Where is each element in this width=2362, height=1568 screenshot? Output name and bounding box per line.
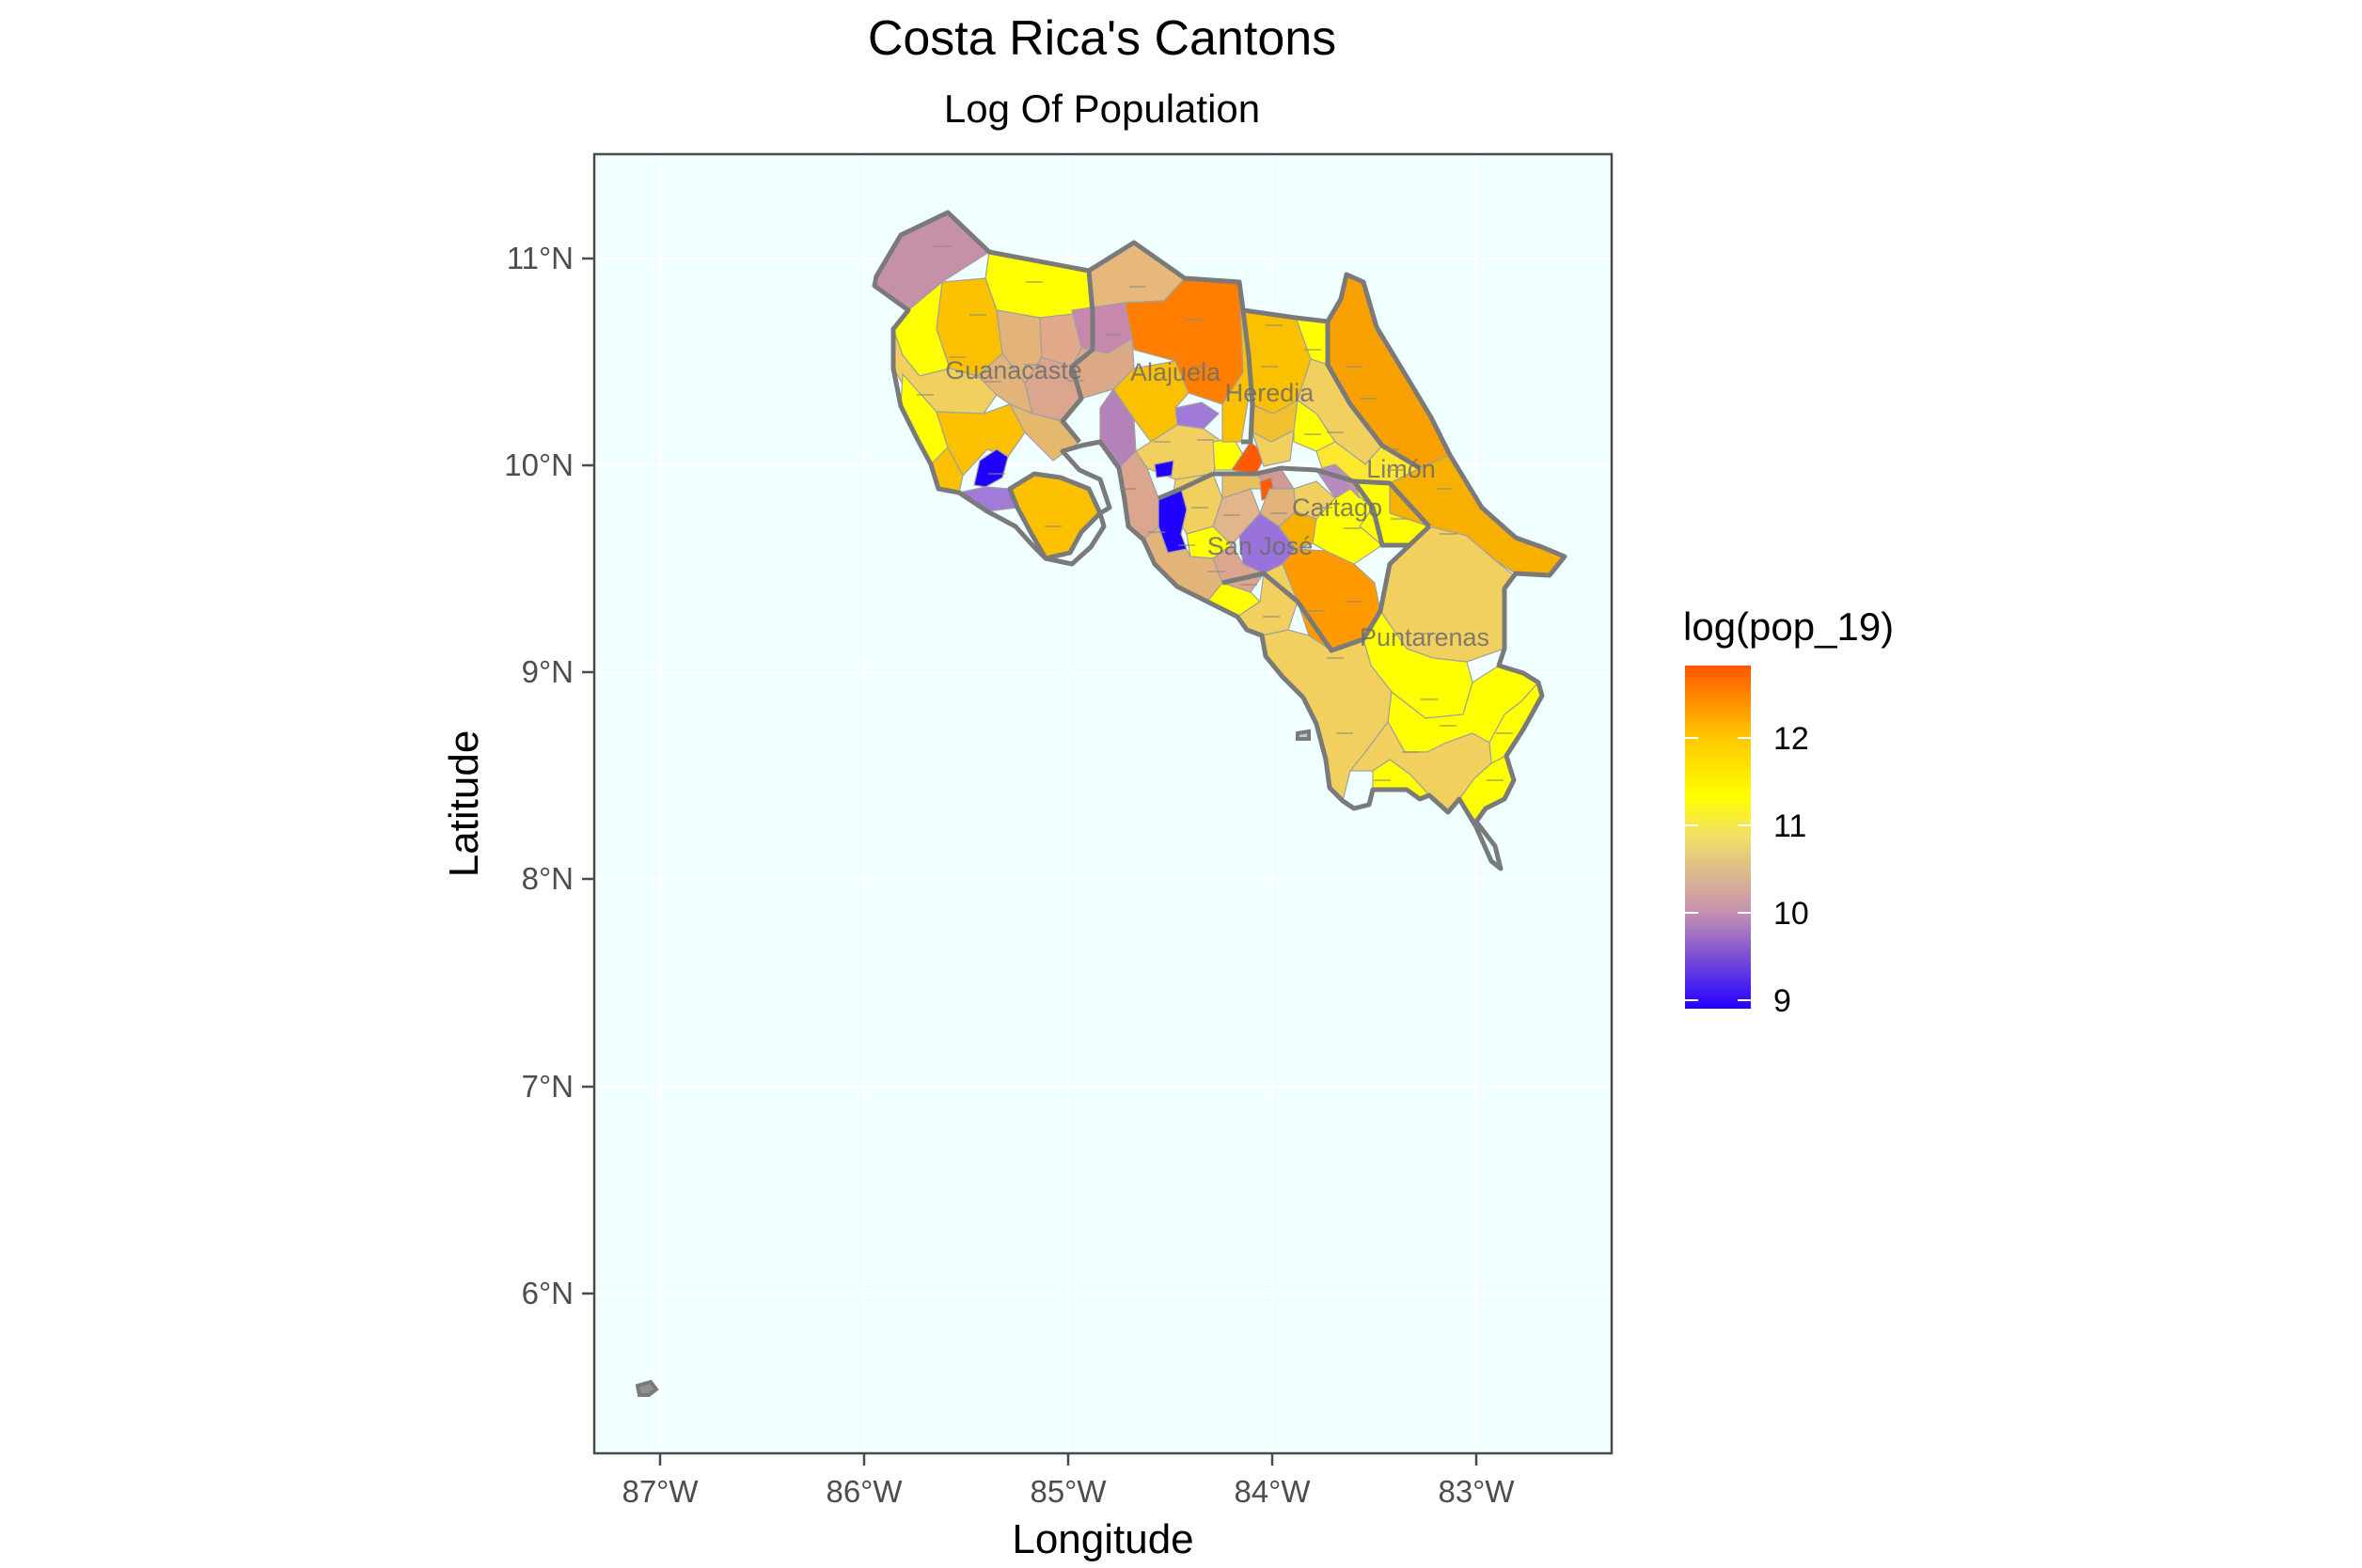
province-border bbox=[1325, 321, 1422, 471]
map-title: Costa Rica's Cantons bbox=[868, 11, 1336, 66]
color-legend: log(pop_19) 12 11 10 9 bbox=[1683, 604, 1894, 1019]
legend-tick-label: 11 bbox=[1773, 808, 1806, 844]
plot-panel-border bbox=[592, 152, 1614, 1455]
y-tick-label: 8°N bbox=[522, 861, 574, 896]
province-label: Heredia bbox=[1225, 379, 1315, 407]
canton-region bbox=[1154, 460, 1174, 478]
province-label: Puntarenas bbox=[1360, 623, 1489, 651]
island-shape bbox=[635, 1379, 659, 1397]
province-border bbox=[1157, 471, 1215, 501]
y-axis-title: Latitude bbox=[441, 730, 487, 878]
y-axis: 6°N 7°N 8°N 9°N 10°N 11°N Latitude bbox=[441, 241, 594, 1310]
legend-tick-label: 10 bbox=[1773, 896, 1809, 932]
y-tick-label: 10°N bbox=[504, 447, 574, 482]
x-tick-label: 87°W bbox=[622, 1474, 699, 1509]
province-guanacaste bbox=[874, 212, 1094, 494]
province-heredia bbox=[1242, 309, 1329, 467]
canton-region bbox=[1278, 510, 1317, 550]
island-shape bbox=[1296, 729, 1311, 741]
province-label: Alajuela bbox=[1130, 358, 1221, 386]
province-border bbox=[1213, 465, 1431, 528]
x-tick-label: 85°W bbox=[1030, 1474, 1107, 1509]
y-tick-label: 7°N bbox=[522, 1069, 574, 1104]
province-alajuela bbox=[1071, 242, 1267, 480]
province-border bbox=[1060, 270, 1095, 444]
province-border bbox=[1351, 479, 1410, 548]
province-border bbox=[1236, 281, 1255, 445]
legend-colorbar bbox=[1685, 666, 1751, 1009]
province-borders bbox=[872, 210, 1567, 871]
x-tick-label: 83°W bbox=[1438, 1474, 1515, 1509]
x-tick-label: 86°W bbox=[826, 1474, 903, 1509]
y-tick-label: 6°N bbox=[522, 1276, 574, 1310]
province-label: San José bbox=[1207, 532, 1314, 560]
x-tick-label: 84°W bbox=[1234, 1474, 1311, 1509]
x-axis: 87°W 86°W 85°W 84°W 83°W Longitude bbox=[622, 1453, 1515, 1562]
islands bbox=[635, 729, 1311, 1397]
map-subtitle: Log Of Population bbox=[944, 86, 1260, 131]
legend-title: log(pop_19) bbox=[1683, 604, 1894, 649]
canton-region bbox=[973, 448, 1009, 488]
province-border bbox=[872, 210, 1567, 871]
canton-labels bbox=[917, 245, 1513, 781]
canton-region bbox=[1251, 429, 1295, 467]
x-axis-title: Longitude bbox=[1012, 1516, 1193, 1562]
province-puntarenas-central bbox=[1118, 450, 1543, 823]
province-border bbox=[1221, 525, 1431, 653]
legend-tick-label: 12 bbox=[1773, 721, 1809, 757]
y-tick-label: 11°N bbox=[507, 241, 574, 275]
province-label: Limón bbox=[1366, 455, 1436, 483]
province-label: Guanacaste bbox=[945, 356, 1082, 384]
y-tick-label: 9°N bbox=[522, 654, 574, 689]
province-sanjose-cartago bbox=[1157, 463, 1384, 651]
legend-tick-label: 9 bbox=[1773, 983, 1791, 1019]
province-label: Cartago bbox=[1292, 494, 1382, 522]
